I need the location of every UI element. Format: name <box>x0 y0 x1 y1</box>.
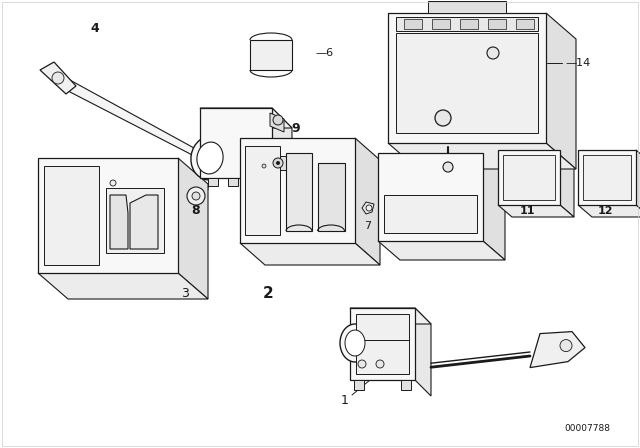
Text: 12: 12 <box>597 206 612 216</box>
Ellipse shape <box>197 142 223 174</box>
Bar <box>250 40 292 70</box>
Polygon shape <box>286 153 312 231</box>
Text: 2: 2 <box>262 285 273 301</box>
Bar <box>396 17 538 31</box>
Text: —14: —14 <box>565 58 590 68</box>
Polygon shape <box>38 273 208 299</box>
Polygon shape <box>483 153 505 260</box>
Polygon shape <box>636 150 640 217</box>
Polygon shape <box>110 195 128 249</box>
Bar <box>516 19 534 29</box>
Circle shape <box>72 179 80 187</box>
Polygon shape <box>295 162 313 178</box>
Text: 5: 5 <box>68 194 76 207</box>
Polygon shape <box>106 177 118 189</box>
Text: 1: 1 <box>341 393 349 406</box>
Polygon shape <box>272 108 292 198</box>
Polygon shape <box>388 143 576 169</box>
Bar <box>378 153 483 241</box>
Polygon shape <box>401 380 411 390</box>
Circle shape <box>332 204 340 212</box>
Bar <box>404 19 422 29</box>
Ellipse shape <box>345 330 365 356</box>
Bar <box>488 19 506 29</box>
Polygon shape <box>578 205 640 217</box>
Bar <box>240 138 355 243</box>
Text: 11: 11 <box>519 206 535 216</box>
Bar <box>38 158 178 273</box>
Polygon shape <box>240 243 380 265</box>
Bar <box>200 108 272 178</box>
Polygon shape <box>415 308 431 396</box>
Bar <box>245 146 280 235</box>
Circle shape <box>276 161 280 165</box>
Ellipse shape <box>191 136 229 180</box>
Text: —6: —6 <box>315 48 333 58</box>
Polygon shape <box>48 68 202 160</box>
Polygon shape <box>40 62 76 94</box>
Bar <box>44 166 99 265</box>
Bar <box>498 150 560 205</box>
Text: 3: 3 <box>181 287 189 300</box>
Circle shape <box>560 340 572 352</box>
Polygon shape <box>318 163 345 231</box>
Bar <box>583 155 631 200</box>
Polygon shape <box>270 156 286 170</box>
Polygon shape <box>560 150 574 217</box>
Text: 7: 7 <box>364 221 372 231</box>
Circle shape <box>187 187 205 205</box>
Circle shape <box>192 192 200 200</box>
Polygon shape <box>350 308 431 324</box>
Polygon shape <box>270 113 284 132</box>
Bar <box>432 19 450 29</box>
Circle shape <box>376 360 384 368</box>
Text: 00007788: 00007788 <box>564 424 610 433</box>
Bar <box>106 188 164 253</box>
Circle shape <box>487 47 499 59</box>
Polygon shape <box>355 138 380 265</box>
Polygon shape <box>330 202 342 212</box>
Text: 7: 7 <box>104 194 113 207</box>
Polygon shape <box>378 241 505 260</box>
Text: 8: 8 <box>192 203 200 216</box>
Bar <box>428 1 506 13</box>
Bar <box>388 13 546 143</box>
Polygon shape <box>498 205 574 217</box>
Polygon shape <box>200 108 292 128</box>
Circle shape <box>358 360 366 368</box>
Text: 4: 4 <box>91 22 99 34</box>
Circle shape <box>262 164 266 168</box>
Ellipse shape <box>340 324 370 362</box>
Bar <box>356 314 409 340</box>
Text: 10: 10 <box>412 133 428 143</box>
Circle shape <box>260 162 268 170</box>
Bar <box>384 195 477 233</box>
Circle shape <box>273 115 283 125</box>
Circle shape <box>273 158 283 168</box>
Circle shape <box>110 180 116 186</box>
Polygon shape <box>362 202 374 214</box>
Text: 13: 13 <box>326 221 340 231</box>
Bar <box>503 155 555 200</box>
Circle shape <box>435 110 451 126</box>
Polygon shape <box>546 13 576 169</box>
Polygon shape <box>208 178 218 186</box>
Polygon shape <box>70 177 82 187</box>
Circle shape <box>52 72 64 84</box>
Circle shape <box>366 205 372 211</box>
Bar <box>350 308 415 380</box>
Polygon shape <box>130 195 158 249</box>
Bar <box>460 19 478 29</box>
Circle shape <box>443 162 453 172</box>
Bar <box>356 340 409 374</box>
Bar <box>396 33 538 133</box>
Polygon shape <box>530 332 585 368</box>
Text: 9: 9 <box>292 121 300 134</box>
Bar <box>578 150 636 205</box>
Polygon shape <box>228 178 238 186</box>
Polygon shape <box>354 380 364 390</box>
Polygon shape <box>178 158 208 299</box>
